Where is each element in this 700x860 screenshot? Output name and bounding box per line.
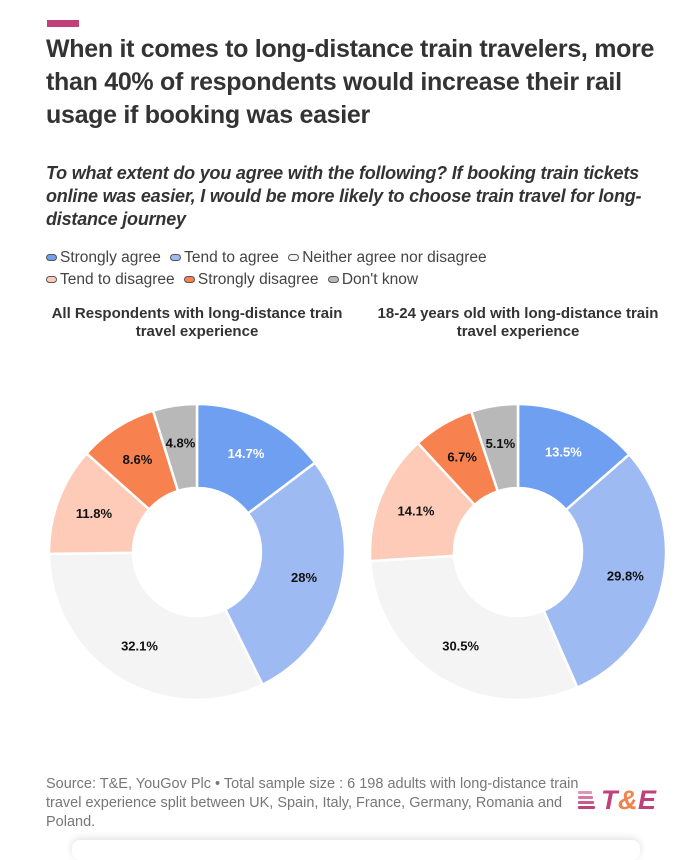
survey-question: To what extent do you agree with the fol…: [46, 163, 642, 229]
legend-row-2: Tend to disagree Strongly disagree Don't…: [46, 268, 666, 290]
donut-slice-don-t-know[interactable]: [469, 402, 520, 493]
legend-swatch-dont-know: [327, 276, 339, 283]
legend-item-strongly-agree[interactable]: Strongly agree: [46, 247, 161, 268]
legend-label: Strongly agree: [60, 249, 161, 266]
donut-slice-neither-agree-nor-disagree[interactable]: [47, 551, 264, 702]
data-label-tend-to-agree: 29.8%: [607, 568, 644, 583]
data-label-strongly-disagree: 8.6%: [123, 452, 153, 467]
legend-item-dont-know[interactable]: Don't know: [327, 269, 419, 290]
legend-swatch-strongly-agree: [46, 254, 57, 261]
donut-slice-neither-agree-nor-disagree[interactable]: [369, 554, 579, 702]
donut-chart-18-24: 13.5% 29.8% 30.5% 14.1% 6.7% 5.1%: [368, 402, 668, 702]
logo-wordmark: T&E: [601, 785, 657, 815]
donut-slice-tend-to-agree[interactable]: [224, 461, 347, 686]
donut-chart-all-respondents: 14.7% 28% 32.1% 11.8% 8.6% 4.8%: [47, 402, 347, 702]
te-logo[interactable]: T&E: [578, 785, 678, 815]
legend-swatch-tend-to-agree: [170, 254, 182, 261]
next-card-edge: [72, 840, 640, 860]
data-label-strongly-agree: 14.7%: [228, 446, 265, 461]
legend: Strongly agree Tend to agree Neither agr…: [46, 246, 666, 290]
data-label-strongly-disagree: 6.7%: [447, 450, 477, 465]
legend-label: Neither agree nor disagree: [302, 249, 487, 266]
data-label-strongly-agree: 13.5%: [545, 444, 582, 459]
legend-label: Tend to agree: [184, 249, 279, 266]
logo-stripes-icon: [578, 791, 595, 809]
data-label-don-t-know: 5.1%: [486, 436, 516, 451]
legend-item-neither[interactable]: Neither agree nor disagree: [288, 247, 487, 268]
data-label-neither-agree-nor-disagree: 30.5%: [442, 638, 479, 653]
chart-title-all-respondents: All Respondents with long-distance train…: [51, 305, 343, 340]
legend-swatch-neither: [288, 254, 300, 261]
data-label-tend-to-disagree: 11.8%: [76, 506, 113, 521]
legend-label: Tend to disagree: [60, 271, 175, 288]
legend-row-1: Strongly agree Tend to agree Neither agr…: [46, 246, 666, 268]
data-label-don-t-know: 4.8%: [166, 436, 196, 451]
legend-label: Strongly disagree: [197, 271, 319, 288]
data-label-tend-to-disagree: 14.1%: [398, 503, 435, 518]
legend-item-tend-to-disagree[interactable]: Tend to disagree: [46, 269, 175, 290]
donut-slice-strongly-agree[interactable]: [195, 402, 317, 515]
data-label-neither-agree-nor-disagree: 32.1%: [121, 638, 158, 653]
legend-item-strongly-disagree[interactable]: Strongly disagree: [183, 269, 319, 290]
accent-bar: [47, 20, 79, 27]
legend-item-tend-to-agree[interactable]: Tend to agree: [170, 247, 279, 268]
donut-slice-tend-to-agree[interactable]: [542, 453, 668, 689]
source-note: Source: T&E, YouGov Plc • Total sample s…: [46, 776, 579, 830]
chart-title-18-24: 18-24 years old with long-distance train…: [377, 305, 659, 340]
legend-label: Don't know: [341, 271, 419, 288]
chart-headline: When it comes to long-distance train tra…: [46, 35, 655, 129]
data-label-tend-to-agree: 28%: [291, 570, 317, 585]
legend-swatch-tend-to-disagree: [46, 276, 57, 283]
donut-slice-don-t-know[interactable]: [151, 402, 199, 493]
legend-swatch-strongly-disagree: [183, 276, 195, 283]
